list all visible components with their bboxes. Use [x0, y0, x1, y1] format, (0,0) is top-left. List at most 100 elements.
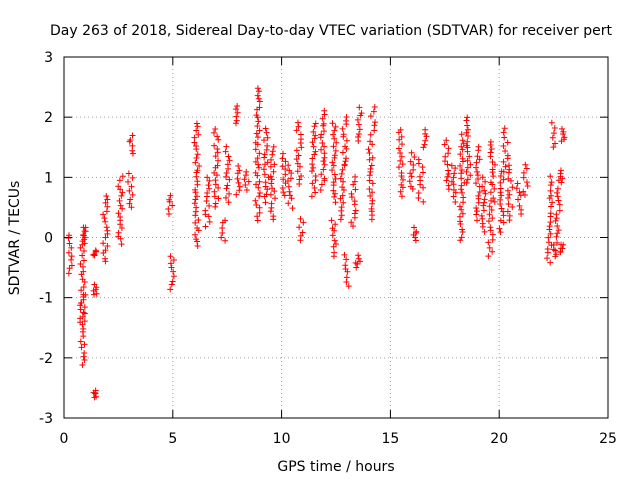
- data-point: [505, 200, 512, 207]
- data-point: [501, 134, 508, 141]
- data-point: [215, 136, 222, 143]
- data-point: [65, 249, 72, 256]
- data-point: [518, 206, 525, 213]
- data-point: [546, 223, 553, 230]
- data-point: [552, 217, 559, 224]
- data-point: [194, 178, 201, 185]
- data-point: [125, 170, 132, 177]
- data-point: [308, 193, 315, 200]
- data-point: [423, 133, 430, 140]
- data-point: [331, 171, 338, 178]
- data-point: [366, 177, 373, 184]
- data-point: [343, 113, 350, 120]
- data-point: [464, 164, 471, 171]
- data-point: [504, 152, 511, 159]
- data-point: [473, 159, 480, 166]
- data-point: [321, 143, 328, 150]
- data-point: [317, 187, 324, 194]
- data-point: [194, 243, 201, 250]
- data-point: [473, 211, 480, 218]
- data-point: [358, 110, 365, 117]
- data-point: [312, 132, 319, 139]
- data-point: [366, 186, 373, 193]
- data-point: [352, 259, 359, 266]
- data-point: [497, 217, 504, 224]
- data-point: [264, 134, 271, 141]
- data-point: [236, 187, 243, 194]
- data-point: [448, 162, 455, 169]
- data-point: [343, 256, 350, 263]
- data-point: [352, 173, 359, 180]
- data-point: [464, 132, 471, 139]
- axis-ticks: 0 5 10 15 20 25 -3 -2 -1 0 1 2 3: [39, 50, 617, 447]
- x-tick-label: 5: [168, 431, 177, 447]
- data-point: [339, 192, 346, 199]
- data-point: [243, 168, 250, 175]
- data-point: [504, 139, 511, 146]
- data-point: [444, 161, 451, 168]
- data-point: [480, 202, 487, 209]
- data-point: [233, 191, 240, 198]
- data-point: [487, 149, 494, 156]
- data-point: [353, 264, 360, 271]
- data-point: [245, 178, 252, 185]
- data-point: [486, 244, 493, 251]
- data-point: [457, 162, 464, 169]
- data-point: [285, 183, 292, 190]
- y-tick-label: 2: [44, 110, 53, 126]
- data-point: [458, 131, 465, 138]
- data-point: [332, 240, 339, 247]
- data-point: [81, 357, 88, 364]
- data-point: [128, 183, 135, 190]
- data-point: [474, 168, 481, 175]
- data-point: [328, 217, 335, 224]
- data-point: [169, 278, 176, 285]
- data-point: [294, 168, 301, 175]
- data-point: [369, 197, 376, 204]
- data-point: [466, 153, 473, 160]
- data-point: [489, 166, 496, 173]
- data-point: [369, 180, 376, 187]
- data-point: [256, 190, 263, 197]
- data-point: [287, 175, 294, 182]
- data-point: [482, 178, 489, 185]
- data-point: [222, 173, 229, 180]
- data-point: [167, 192, 174, 199]
- data-point: [339, 184, 346, 191]
- data-point: [331, 237, 338, 244]
- data-point: [343, 137, 350, 144]
- data-point: [129, 174, 136, 181]
- data-point: [443, 177, 450, 184]
- data-point: [285, 200, 292, 207]
- data-point: [523, 179, 530, 186]
- data-point: [192, 231, 199, 238]
- data-point: [450, 174, 457, 181]
- data-point: [293, 156, 300, 163]
- data-point: [212, 153, 219, 160]
- data-point: [329, 167, 336, 174]
- data-point: [118, 241, 125, 248]
- data-point: [82, 291, 89, 298]
- data-point: [234, 109, 241, 116]
- data-point: [100, 240, 107, 247]
- y-tick-label: -2: [39, 351, 53, 367]
- data-point: [80, 296, 87, 303]
- data-point: [337, 175, 344, 182]
- data-point: [252, 197, 259, 204]
- data-point: [165, 211, 172, 218]
- y-tick-label: -3: [39, 411, 53, 427]
- data-point: [355, 252, 362, 259]
- data-point: [329, 232, 336, 239]
- data-point: [90, 251, 97, 258]
- data-point: [270, 213, 277, 220]
- data-point: [225, 199, 232, 206]
- data-point: [355, 121, 362, 128]
- x-tick-label: 0: [60, 431, 69, 447]
- data-point: [212, 203, 219, 210]
- data-point: [485, 239, 492, 246]
- data-point: [343, 274, 350, 281]
- data-point: [102, 218, 109, 225]
- chart-title: Day 263 of 2018, Sidereal Day-to-day VTE…: [50, 23, 612, 39]
- data-point: [544, 255, 551, 262]
- data-point: [235, 179, 242, 186]
